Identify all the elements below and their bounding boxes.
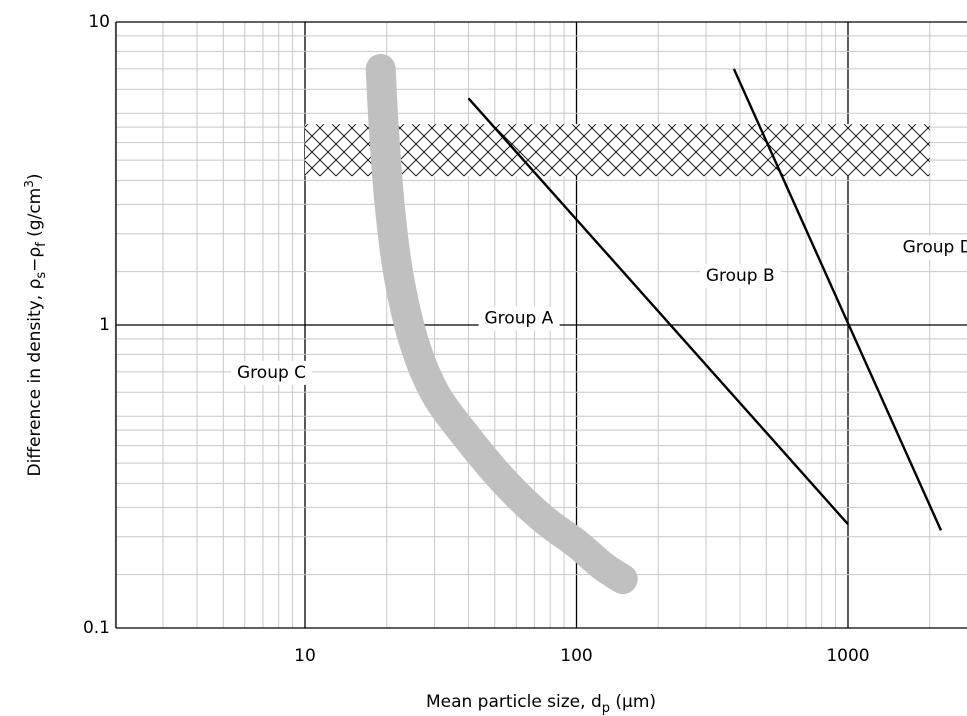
group-a-b-boundary-line [467,97,849,526]
y-tick-label: 0.1 [83,618,110,638]
y-axis-title: Difference in density, ρs−ρf (g/cm3) [22,173,49,476]
hatched-band-layer [305,124,930,177]
tick-labels: 10 100 1000 10 1 0.1 [83,12,870,666]
group-label-background [896,235,967,260]
series-layer [365,53,943,595]
group-label-background [699,264,781,289]
x-axis-title: Mean particle size, dp (µm) [426,692,656,716]
y-tick-label: 10 [88,12,110,32]
annotation-layer: Group C Group A Group B Group D [231,235,967,385]
group-label: Group C [231,360,313,385]
group-label-text: Group D [903,238,967,258]
group-label-background [478,306,560,331]
group-label: Group D [896,235,967,260]
group-b-d-boundary-line [732,68,943,531]
group-label-text: Group B [706,266,775,286]
group-label: Group B [699,264,781,289]
x-tick-label: 1000 [826,646,869,666]
x-tick-label: 100 [560,646,592,666]
group-label-text: Group C [237,363,306,383]
hatched-band [305,124,930,177]
group-label-background [231,360,313,385]
group-label: Group A [478,306,560,331]
x-tick-label: 10 [294,646,316,666]
y-tick-label: 1 [99,315,110,335]
group-label-text: Group A [485,309,554,329]
group-c-boundary-curve [365,53,638,595]
